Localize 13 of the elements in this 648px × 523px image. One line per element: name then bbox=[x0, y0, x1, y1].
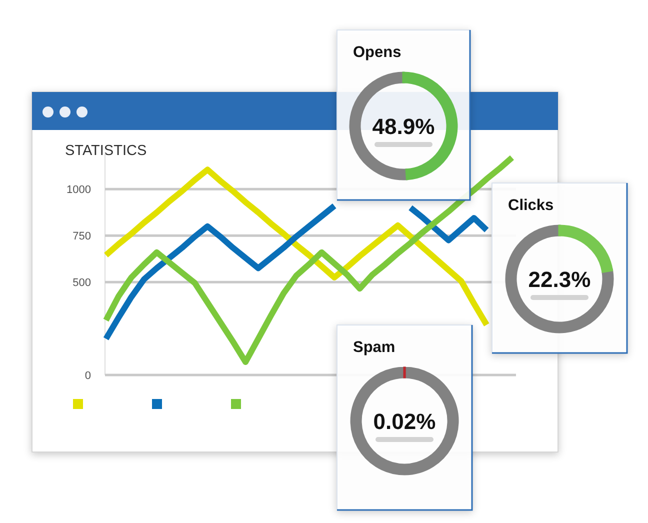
y-tick-label: 0 bbox=[84, 370, 91, 382]
y-tick-label: 500 bbox=[72, 277, 91, 290]
y-tick-label: 1000 bbox=[66, 184, 91, 196]
text: 22.3% bbox=[528, 267, 591, 292]
donut-slice bbox=[505, 224, 614, 334]
text: 0.02% bbox=[373, 409, 436, 434]
y-tick-label: 750 bbox=[72, 230, 91, 243]
chart-title: STATISTICS bbox=[65, 143, 147, 159]
chart-title: Spam bbox=[353, 339, 396, 356]
text: 48.9% bbox=[372, 114, 435, 139]
chart-title: Clicks bbox=[508, 197, 554, 214]
chart-title: Opens bbox=[353, 44, 402, 61]
donut-slice bbox=[558, 224, 613, 273]
